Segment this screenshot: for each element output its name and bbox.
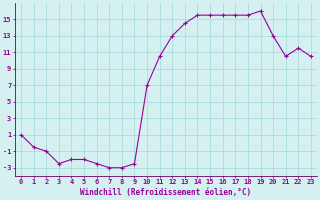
X-axis label: Windchill (Refroidissement éolien,°C): Windchill (Refroidissement éolien,°C) [80,188,252,197]
